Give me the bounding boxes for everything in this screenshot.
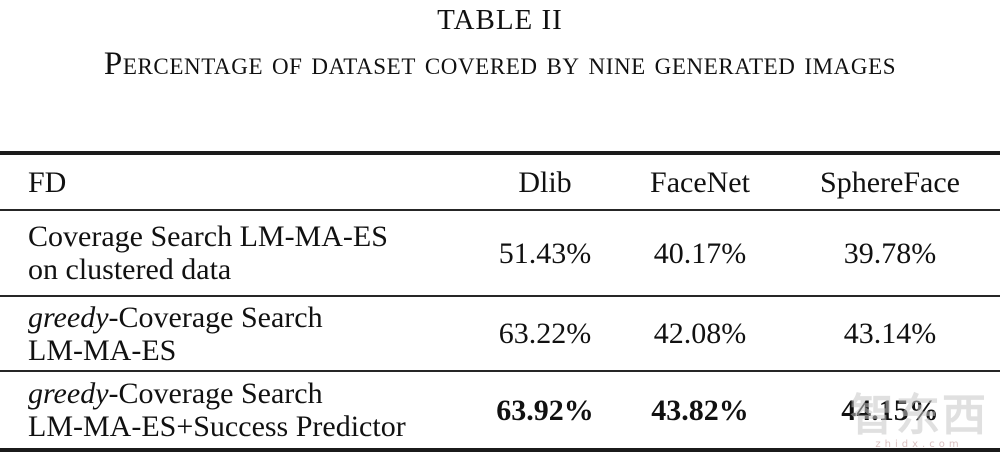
row-label: greedy-Coverage Search LM-MA-ES [0, 301, 470, 367]
row-label-line1: greedy-Coverage Search [28, 377, 470, 410]
value-sphereface: 44.15% [841, 393, 939, 427]
column-header-facenet: FaceNet [650, 165, 750, 199]
row-label-line1: Coverage Search LM-MA-ES [28, 220, 470, 253]
value-dlib: 63.22% [498, 317, 592, 350]
row-label-line2: LM-MA-ES [28, 333, 177, 367]
row-label: greedy-Coverage Search LM-MA-ES+Success … [0, 377, 470, 443]
table-row-greedy-coverage-search: greedy-Coverage Search LM-MA-ES 63.22% 4… [0, 297, 1000, 372]
value-sphereface: 39.78% [843, 236, 937, 270]
value-dlib: 51.43% [498, 236, 592, 270]
column-header-dlib: Dlib [518, 165, 572, 199]
row-label-line2: LM-MA-ES+Success Predictor [28, 410, 406, 443]
row-label: Coverage Search LM-MA-ES on clustered da… [0, 220, 470, 286]
row-label-italic: greedy [28, 300, 109, 334]
row-label-line2: on clustered data [28, 253, 232, 286]
column-header-sphereface: SphereFace [820, 165, 960, 199]
value-facenet: 40.17% [653, 236, 747, 270]
value-sphereface: 43.14% [843, 317, 937, 350]
value-facenet: 42.08% [653, 317, 747, 350]
row-label-text: -Coverage Search [108, 377, 323, 410]
row-label-text: Coverage Search LM-MA-ES [28, 220, 388, 253]
table-row-coverage-search-clustered: Coverage Search LM-MA-ES on clustered da… [0, 211, 1000, 297]
value-facenet: 43.82% [651, 393, 749, 427]
table-caption: Percentage of dataset covered by nine ge… [103, 46, 897, 82]
row-label-line1: greedy-Coverage Search [28, 301, 470, 334]
table-header-row: FD Dlib FaceNet SphereFace [0, 155, 1000, 211]
row-label-text: -Coverage Search [108, 300, 323, 334]
table-row-greedy-success-predictor: greedy-Coverage Search LM-MA-ES+Success … [0, 372, 1000, 448]
row-label-italic: greedy [28, 377, 109, 410]
value-dlib: 63.92% [496, 393, 594, 427]
table-number-title: TABLE II [437, 4, 563, 36]
column-header-fd: FD [28, 165, 67, 199]
results-table: FD Dlib FaceNet SphereFace Coverage Sear… [0, 151, 1000, 452]
